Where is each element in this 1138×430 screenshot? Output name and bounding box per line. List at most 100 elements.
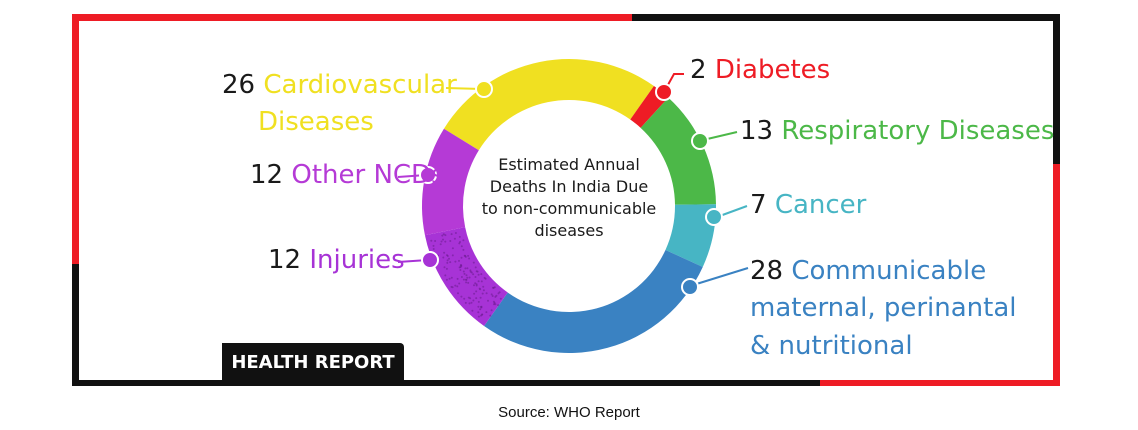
injuries-speckle [460,264,463,267]
injuries-speckle [475,290,478,293]
injuries-speckle [460,276,463,278]
frame-left-black [72,264,79,386]
label-respiratory: 13 Respiratory Diseases [740,116,1054,147]
injuries-speckle [450,233,453,236]
label-cancer-name: Cancer [774,190,867,220]
injuries-speckle [482,289,485,292]
injuries-speckle [463,254,466,257]
injuries-speckle [463,272,466,275]
injuries-speckle [460,245,463,248]
injuries-speckle [482,285,485,288]
injuries-speckle [480,305,483,308]
injuries-speckle [444,234,447,237]
donut-slice-other [422,128,479,236]
label-injuries: 12 Injuries [268,245,405,276]
injuries-speckle [477,300,480,303]
injuries-speckle [451,254,454,257]
injuries-speckle [432,248,435,250]
injuries-speckle [466,267,469,270]
injuries-speckle [468,276,471,279]
frame-top-red [72,14,632,21]
injuries-speckle [458,242,461,245]
donut-slice-cancer [665,204,716,267]
injuries-speckle [464,267,467,270]
injuries-speckle [465,278,468,281]
injuries-speckle [475,283,478,286]
injuries-speckle [464,301,467,304]
injuries-speckle [474,282,477,285]
injuries-speckle [462,239,465,242]
injuries-speckle [485,292,488,295]
injuries-speckle [471,309,474,312]
center-line-4: diseases [534,221,604,240]
donut-slice-cardio [443,58,654,151]
injuries-speckle [470,301,473,304]
injuries-speckle [446,255,449,257]
injuries-speckle [467,254,470,257]
injuries-speckle [473,292,476,295]
injuries-speckle [443,251,446,254]
injuries-speckle [460,295,463,298]
frame-left-red [72,14,79,264]
label-diabetes: 2 Diabetes [690,55,830,86]
injuries-speckle [472,273,475,276]
injuries-speckle [489,314,492,317]
leader-communicable [689,267,749,287]
label-respiratory-value: 13 [740,116,774,146]
injuries-speckle [487,299,489,302]
injuries-speckle [460,256,463,259]
center-line-1: Estimated Annual [498,155,640,174]
marker-injuries [421,251,439,269]
injuries-speckle [450,285,453,288]
injuries-speckle [478,287,481,290]
injuries-speckle [458,235,461,238]
donut-slice-injuries [424,227,508,326]
label-diabetes-name: Diabetes [714,55,831,85]
donut-chart [422,58,716,353]
injuries-speckle [456,277,459,280]
marker-respiratory [691,132,709,150]
frame-bottom-black [72,380,820,386]
injuries-speckle [475,297,478,300]
injuries-speckle [462,270,465,273]
injuries-speckle [468,302,471,305]
injuries-speckle [490,293,493,296]
injuries-speckle [430,239,433,242]
injuries-speckle [462,248,465,251]
injuries-speckle [456,285,459,288]
injuries-speckle [466,276,469,279]
marker-communicable [681,278,699,296]
label-cancer-value: 7 [750,190,767,220]
injuries-speckle [449,240,452,242]
injuries-speckle [467,281,470,284]
injuries-speckle [479,308,482,311]
injuries-speckle [444,274,447,277]
injuries-speckle [440,240,443,243]
injuries-speckle [477,273,480,276]
injuries-speckle [441,234,444,237]
injuries-speckle [446,259,449,262]
injuries-speckle [448,277,451,280]
center-line-2: Deaths In India Due [489,177,649,196]
injuries-speckle [480,273,483,276]
injuries-speckle [481,313,484,316]
injuries-speckle [442,233,445,236]
injuries-speckle [490,309,493,312]
injuries-texture [430,232,502,318]
label-injuries-name: Injuries [309,245,405,275]
injuries-speckle [474,266,477,269]
injuries-speckle [445,267,448,270]
injuries-speckle [465,281,468,284]
marker-cardio [475,80,493,98]
markers [419,80,723,296]
donut-slice-communicable [484,249,703,353]
injuries-speckle [477,305,480,308]
injuries-speckle [458,282,461,285]
frame-right-black [1053,14,1060,164]
injuries-speckle [439,243,442,246]
marker-cancer [705,208,723,226]
label-communicable-value: 28 [750,256,784,286]
injuries-speckle [454,260,457,263]
injuries-speckle [446,261,449,264]
